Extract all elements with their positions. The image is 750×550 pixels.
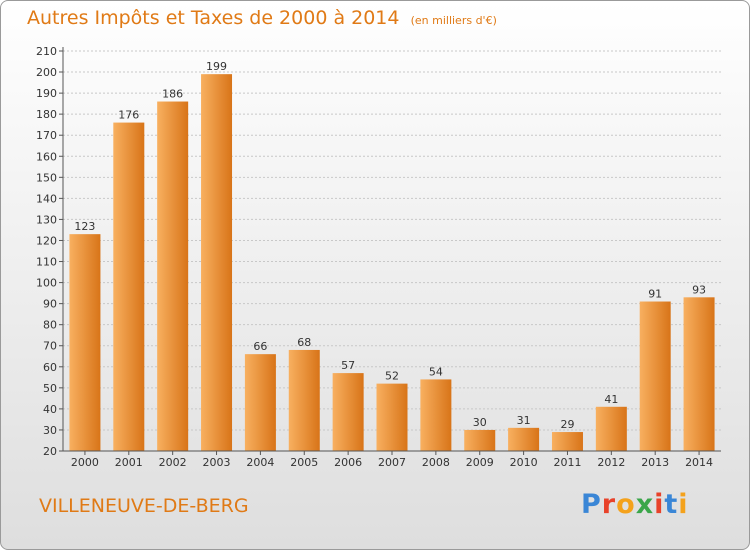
bar-value-label: 199 bbox=[206, 60, 227, 73]
x-tick-label: 2012 bbox=[597, 456, 625, 469]
bar-value-label: 52 bbox=[385, 370, 399, 383]
bar bbox=[551, 432, 583, 451]
title-main: Autres Impôts et Taxes de 2000 à 2014 bbox=[27, 7, 400, 29]
bar bbox=[464, 429, 496, 451]
x-tick-label: 2004 bbox=[246, 456, 274, 469]
logo-letter: i bbox=[654, 489, 665, 520]
y-tick-label: 60 bbox=[43, 361, 57, 374]
y-tick-label: 30 bbox=[43, 424, 57, 437]
x-tick-label: 2001 bbox=[115, 456, 143, 469]
x-tick-label: 2009 bbox=[466, 456, 494, 469]
bar-value-label: 123 bbox=[74, 220, 95, 233]
y-tick-label: 180 bbox=[36, 108, 57, 121]
bar-value-label: 186 bbox=[162, 88, 183, 101]
bar-value-label: 66 bbox=[253, 340, 267, 353]
y-tick-label: 160 bbox=[36, 150, 57, 163]
y-tick-label: 100 bbox=[36, 277, 57, 290]
x-tick-label: 2006 bbox=[334, 456, 362, 469]
y-tick-label: 170 bbox=[36, 129, 57, 142]
logo-letter: r bbox=[601, 489, 617, 520]
y-tick-label: 20 bbox=[43, 445, 57, 458]
y-tick-label: 200 bbox=[36, 66, 57, 79]
commune-name: VILLENEUVE-DE-BERG bbox=[39, 495, 249, 517]
logo-letter: i bbox=[678, 489, 689, 520]
x-tick-label: 2010 bbox=[510, 456, 538, 469]
y-tick-label: 140 bbox=[36, 192, 57, 205]
y-tick-label: 40 bbox=[43, 403, 57, 416]
bar bbox=[420, 379, 452, 451]
y-tick-label: 50 bbox=[43, 382, 57, 395]
proxiti-logo: Proxiti bbox=[581, 489, 689, 520]
x-tick-label: 2011 bbox=[553, 456, 581, 469]
bar bbox=[508, 427, 540, 451]
axes: 20 30 40 50 60 70 80 90 100 110 120 130 140 150 160 170… bbox=[36, 45, 721, 469]
bar bbox=[639, 301, 671, 451]
chart-title: Autres Impôts et Taxes de 2000 à 2014 (e… bbox=[27, 7, 497, 29]
bar bbox=[201, 74, 233, 451]
bar-value-label: 31 bbox=[517, 414, 531, 427]
bar bbox=[683, 297, 715, 451]
y-tick-label: 120 bbox=[36, 234, 57, 247]
bar-value-label: 176 bbox=[118, 109, 139, 122]
y-tick-label: 150 bbox=[36, 171, 57, 184]
x-tick-label: 2013 bbox=[641, 456, 669, 469]
logo-letter: o bbox=[616, 489, 636, 520]
y-tick-label: 190 bbox=[36, 87, 57, 100]
bar bbox=[69, 234, 101, 451]
bar bbox=[157, 101, 189, 452]
y-tick-label: 70 bbox=[43, 340, 57, 353]
x-tick-label: 2007 bbox=[378, 456, 406, 469]
logo-letter: x bbox=[635, 489, 655, 520]
bar bbox=[376, 383, 408, 451]
bar-value-label: 29 bbox=[560, 418, 574, 431]
y-tick-label: 130 bbox=[36, 213, 57, 226]
title-unit: (en milliers d'€) bbox=[410, 14, 497, 27]
y-tick-label: 90 bbox=[43, 298, 57, 311]
bar bbox=[288, 349, 320, 451]
logo-letter: t bbox=[664, 489, 679, 520]
bars: 123 176 186 199 66 68 57 52 54 30 31 29 41 91 93 bbox=[69, 60, 715, 452]
logo-letter: P bbox=[581, 489, 602, 520]
bar-value-label: 91 bbox=[648, 288, 662, 301]
bar bbox=[113, 122, 145, 451]
bar-value-label: 57 bbox=[341, 359, 355, 372]
y-tick-label: 210 bbox=[36, 45, 57, 58]
x-tick-label: 2003 bbox=[203, 456, 231, 469]
y-tick-label: 80 bbox=[43, 319, 57, 332]
x-tick-label: 2002 bbox=[159, 456, 187, 469]
bar-value-label: 93 bbox=[692, 283, 706, 296]
bar bbox=[595, 406, 627, 451]
x-tick-label: 2005 bbox=[290, 456, 318, 469]
bar-value-label: 30 bbox=[473, 416, 487, 429]
bar-value-label: 68 bbox=[297, 336, 311, 349]
x-tick-label: 2014 bbox=[685, 456, 713, 469]
bar-value-label: 54 bbox=[429, 365, 443, 378]
x-tick-label: 2000 bbox=[71, 456, 99, 469]
bar bbox=[244, 354, 276, 451]
bar bbox=[332, 373, 364, 451]
bar-value-label: 41 bbox=[604, 393, 618, 406]
x-tick-label: 2008 bbox=[422, 456, 450, 469]
y-tick-label: 110 bbox=[36, 256, 57, 269]
